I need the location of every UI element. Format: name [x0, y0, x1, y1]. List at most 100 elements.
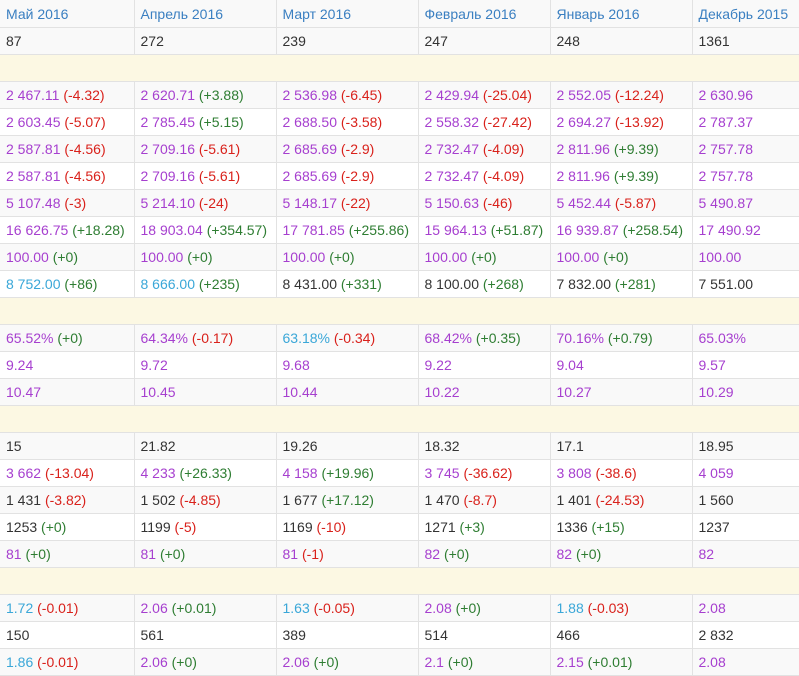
table-cell: 17 490.92 [692, 216, 799, 244]
cell-delta: (-3.82) [44, 492, 87, 508]
table-cell: 2 536.98 (-6.45) [276, 81, 419, 109]
table-cell: 2 732.47 (-4.09) [418, 162, 551, 190]
cell-value: 81 [140, 546, 157, 562]
column-header: Февраль 2016 [418, 0, 551, 28]
cell-value: 70.16% [556, 330, 604, 346]
cell-value: 2 732.47 [424, 141, 480, 157]
cell-delta: (+0.01) [587, 654, 633, 670]
table-cell: 8 431.00 (+331) [276, 270, 419, 298]
table-cell: 514 [418, 621, 551, 649]
table-row: 1253 (+0) 1199 (-5) 1169 (-10) 1271 (+3) 133… [0, 513, 799, 541]
cell-delta: (-27.42) [482, 114, 532, 130]
cell-value: 10.22 [424, 384, 460, 400]
cell-delta: (-5) [174, 519, 197, 535]
cell-delta: (+3) [459, 519, 485, 535]
cell-delta: (-10) [316, 519, 347, 535]
cell-value: 1 677 [282, 492, 318, 508]
table-cell: 1.88 (-0.03) [550, 594, 693, 622]
cell-delta: (-4.32) [63, 87, 105, 103]
cell-value: 248 [556, 33, 580, 49]
table-cell: 70.16% (+0.79) [550, 324, 693, 352]
table-cell: 4 233 (+26.33) [134, 459, 277, 487]
table-cell: 2.08 [692, 594, 799, 622]
cell-value: 466 [556, 627, 580, 643]
table-cell: 10.44 [276, 378, 419, 406]
table-cell: 2 603.45 (-5.07) [0, 108, 135, 136]
cell-delta: (-4.09) [482, 141, 525, 157]
table-row: 2 587.81 (-4.56) 2 709.16 (-5.61) 2 685.69… [0, 162, 799, 190]
cell-delta: (+3.88) [198, 87, 244, 103]
table-cell: 65.52% (+0) [0, 324, 135, 352]
cell-value: 65.03% [698, 330, 746, 346]
cell-delta: (+281) [614, 276, 656, 292]
cell-delta: (-13.04) [44, 465, 94, 481]
table-cell: 63.18% (-0.34) [276, 324, 419, 352]
cell-value: 82 [424, 546, 441, 562]
cell-delta: (+0) [171, 654, 197, 670]
table-cell: 68.42% (+0.35) [418, 324, 551, 352]
table-cell: 1199 (-5) [134, 513, 277, 541]
table-cell: 17.1 [550, 432, 693, 460]
table-cell: 21.82 [134, 432, 277, 460]
cell-delta: (+0.79) [607, 330, 653, 346]
table-row: 1 431 (-3.82) 1 502 (-4.85) 1 677 (+17.12)… [0, 486, 799, 514]
table-cell: 2 787.37 [692, 108, 799, 136]
cell-delta: (+19.96) [321, 465, 374, 481]
table-row: 81 (+0) 81 (+0) 81 (-1) 82 (+0) 82 (+0) 82 [0, 540, 799, 568]
table-cell: 2 429.94 (-25.04) [418, 81, 551, 109]
cell-value: 2 757.78 [698, 141, 754, 157]
cell-value: 1 470 [424, 492, 460, 508]
table-cell: 64.34% (-0.17) [134, 324, 277, 352]
cell-delta: (-46) [482, 195, 513, 211]
table-cell: 389 [276, 621, 419, 649]
cell-value: 100.00 [6, 249, 49, 265]
cell-delta: (-25.04) [482, 87, 532, 103]
table-cell: 10.47 [0, 378, 135, 406]
cell-delta: (-22) [340, 195, 371, 211]
cell-value: 5 150.63 [424, 195, 480, 211]
cell-delta: (-0.01) [37, 654, 79, 670]
table-row: 16 626.75 (+18.28) 18 903.04 (+354.57) 17 … [0, 216, 799, 244]
column-header: Март 2016 [276, 0, 419, 28]
table-cell: 2 732.47 (-4.09) [418, 135, 551, 163]
cell-delta: (-3.58) [340, 114, 383, 130]
table-cell: 2 620.71 (+3.88) [134, 81, 277, 109]
table-row: 150 561 389 514 466 2 832 [0, 621, 799, 649]
table-body: 87 272 239 247 248 1361 2 467.11 (-4.32) 2 620.… [0, 27, 799, 676]
table-cell: 9.57 [692, 351, 799, 379]
cell-delta: (+0) [603, 249, 629, 265]
table-cell: 1 677 (+17.12) [276, 486, 419, 514]
cell-value: 2 732.47 [424, 168, 480, 184]
cell-delta: (+9.39) [613, 168, 659, 184]
cell-value: 1 401 [556, 492, 592, 508]
table-cell: 100.00 (+0) [550, 243, 693, 271]
section-separator-cell [0, 567, 799, 595]
cell-value: 2.08 [424, 600, 452, 616]
cell-value: 1 560 [698, 492, 734, 508]
table-cell: 100.00 (+0) [134, 243, 277, 271]
cell-delta: (+18.28) [72, 222, 125, 238]
cell-value: 2 429.94 [424, 87, 480, 103]
cell-delta: (-3) [64, 195, 87, 211]
cell-value: 239 [282, 33, 306, 49]
table-row: 3 662 (-13.04) 4 233 (+26.33) 4 158 (+19.9… [0, 459, 799, 487]
cell-value: 21.82 [140, 438, 176, 454]
column-header: Декабрь 2015 [692, 0, 799, 28]
cell-value: 4 059 [698, 465, 734, 481]
table-cell: 2 832 [692, 621, 799, 649]
table-cell: 7 551.00 [692, 270, 799, 298]
cell-delta: (+15) [591, 519, 625, 535]
cell-value: 2.08 [698, 654, 726, 670]
cell-value: 2 685.69 [282, 168, 338, 184]
table-row: 1.72 (-0.01) 2.06 (+0.01) 1.63 (-0.05) 2.08… [0, 594, 799, 622]
cell-value: 18 903.04 [140, 222, 203, 238]
cell-value: 8 100.00 [424, 276, 480, 292]
table-row: 15 21.82 19.26 18.32 17.1 18.95 [0, 432, 799, 460]
table-cell: 1361 [692, 27, 799, 55]
cell-value: 15 964.13 [424, 222, 487, 238]
table-cell: 248 [550, 27, 693, 55]
cell-delta: (-0.03) [587, 600, 629, 616]
table-cell: 16 626.75 (+18.28) [0, 216, 135, 244]
cell-delta: (+5.15) [198, 114, 244, 130]
